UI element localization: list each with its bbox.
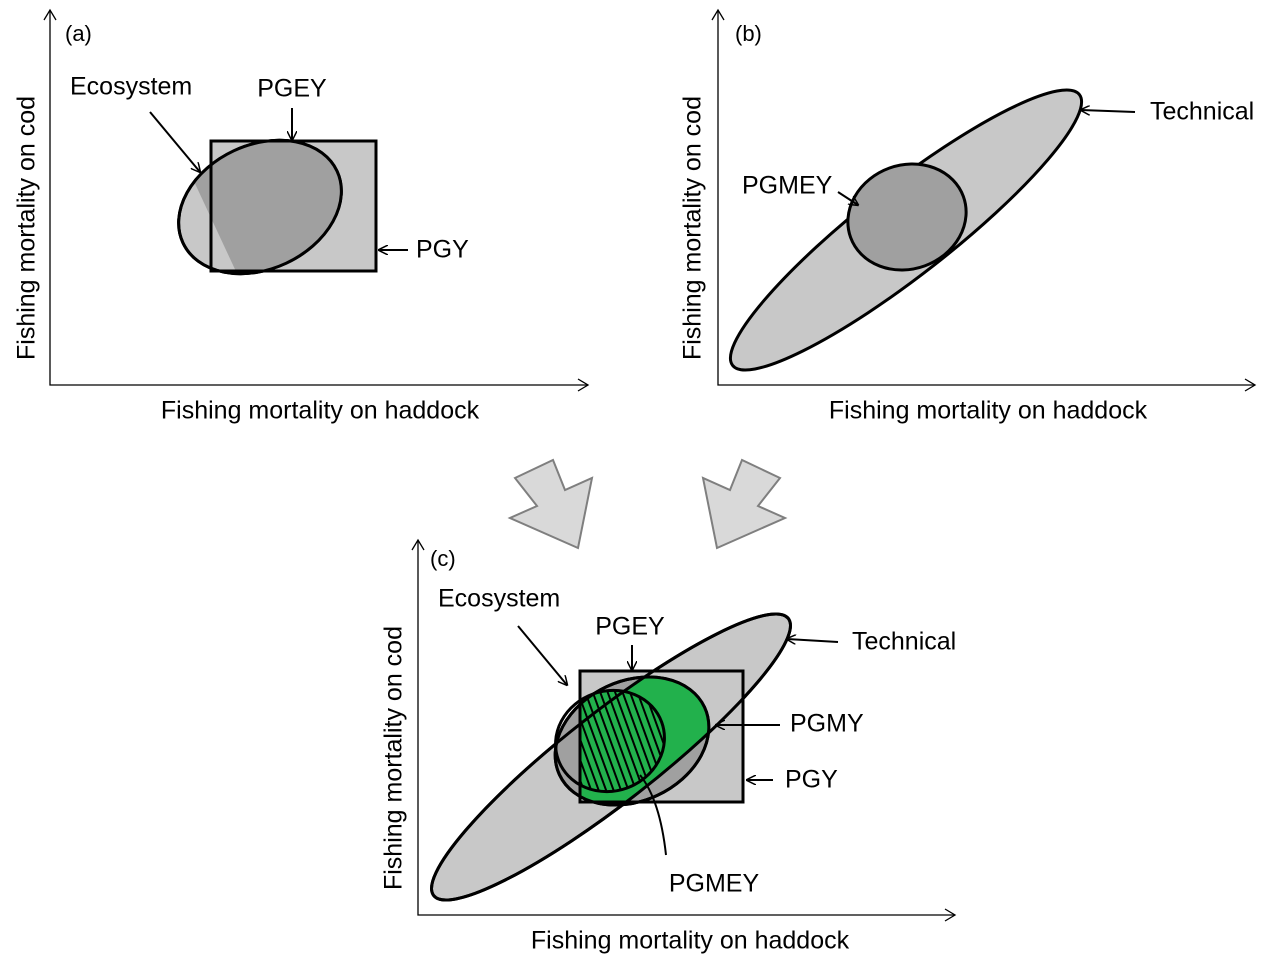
- annotation: Technical: [852, 628, 956, 656]
- y-axis-label: Fishing mortality on cod: [679, 96, 707, 360]
- annotation: Technical: [1150, 98, 1254, 126]
- pgy-outline: [578, 669, 745, 804]
- arrow: [1081, 110, 1136, 112]
- axis-arrows: [411, 538, 957, 922]
- y-axis-label: Fishing mortality on cod: [13, 96, 41, 360]
- technical-outline: [430, 612, 792, 902]
- arrow: [517, 625, 567, 685]
- annotation: PGMEY: [742, 172, 833, 200]
- block-arrow: [701, 458, 788, 550]
- x-axis-label: Fishing mortality on haddock: [161, 397, 480, 425]
- panel-label: (a): [65, 21, 92, 46]
- y-axis-label: Fishing mortality on cod: [380, 626, 408, 890]
- arrow: [787, 639, 839, 642]
- block-arrow: [507, 458, 594, 550]
- annotation: PGY: [416, 236, 469, 264]
- axis-arrows: [711, 8, 1257, 392]
- x-axis-label: Fishing mortality on haddock: [531, 927, 850, 955]
- ecosystem-outline: [553, 675, 711, 807]
- pgmey-region: [580, 690, 665, 792]
- panel-label: (b): [735, 21, 762, 46]
- arrow: [149, 111, 200, 172]
- axes: [49, 10, 588, 386]
- annotation: Ecosystem: [438, 585, 560, 613]
- pgmey-outline: [554, 688, 666, 794]
- annotation: PGMY: [790, 710, 864, 738]
- panel-a: (a) Fishing mortality on haddock Fishing…: [13, 8, 590, 425]
- axis-arrows: [43, 8, 590, 392]
- arrow: [837, 191, 858, 205]
- pgmey-region: [846, 162, 968, 272]
- annotation: PGY: [785, 766, 838, 794]
- panel-label: (c): [430, 546, 456, 571]
- x-axis-label: Fishing mortality on haddock: [829, 397, 1148, 425]
- axes: [717, 10, 1255, 386]
- panel-b: (b) Fishing mortality on haddock Fishing…: [679, 8, 1257, 425]
- panel-c: (c) Fishing mortality on haddock Fishing…: [380, 538, 957, 955]
- annotation: PGMEY: [669, 870, 760, 898]
- axes: [417, 540, 955, 916]
- pointer-line: [639, 774, 667, 856]
- annotation: PGEY: [595, 613, 665, 641]
- ecosystem-outline: [177, 138, 343, 276]
- annotation: Ecosystem: [70, 73, 192, 101]
- pgy-outline: [209, 139, 378, 273]
- annotation: PGEY: [257, 75, 327, 103]
